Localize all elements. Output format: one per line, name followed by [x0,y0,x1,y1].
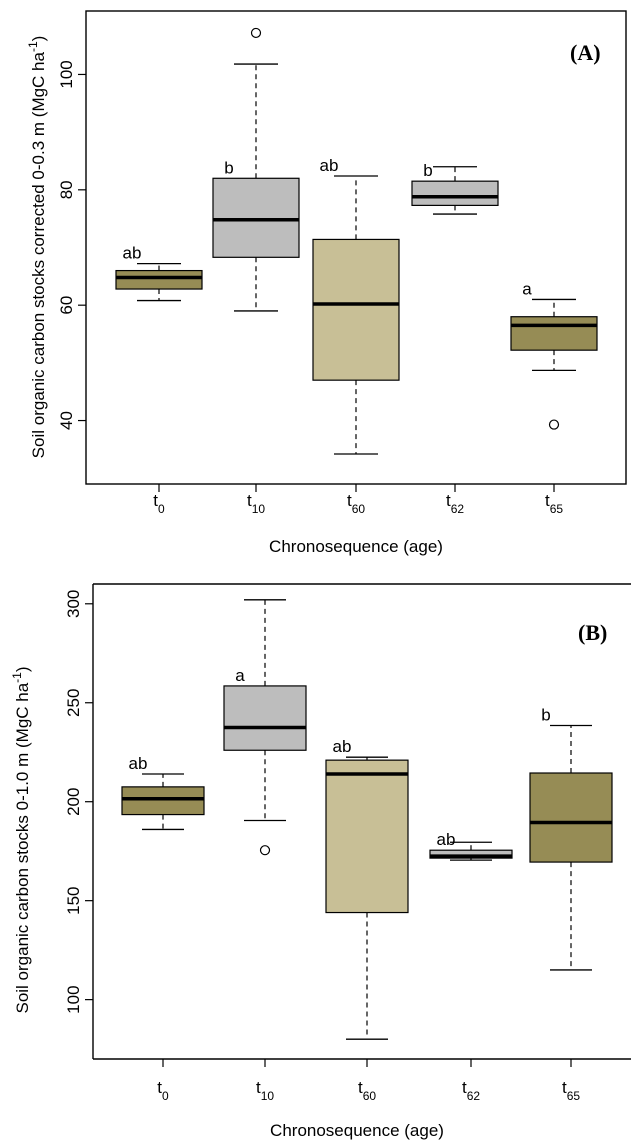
x-tick-label-b-1: t10 [256,1078,274,1103]
box-b-0: ab [121,754,205,831]
box-body-b-0 [121,786,205,816]
y-axis-a: 40 60 80 100 [57,60,86,430]
box-body-a-1 [212,177,300,258]
boxes-a: ab b ab b a [115,27,598,455]
boxes-b: ab a ab ab b [121,599,613,1040]
sig-letter-b-2: ab [333,737,352,756]
y-tick-label-b-2: 200 [64,788,83,816]
x-tick-label-a-3: t62 [446,491,464,516]
outlier-a-4-0 [548,419,560,430]
y-tick-label-a-0: 40 [57,411,76,430]
outlier-a-1-0 [250,27,262,39]
x-tick-label-main-a-0: t [153,491,158,510]
x-tick-label-main-b-2: t [358,1078,363,1097]
y-tick-label-a-3: 100 [57,60,76,88]
x-tick-label-sub-b-4: 65 [567,1089,581,1103]
box-a-2: ab [312,156,400,455]
box-body-b-3 [429,849,513,859]
y-tick-label-b-1: 150 [64,886,83,914]
panel-label-b: (B) [578,620,607,645]
box-a-3: b [411,161,499,215]
x-tick-label-sub-b-0: 0 [162,1089,169,1103]
x-tick-label-main-a-3: t [446,491,451,510]
x-tick-label-main-b-1: t [256,1078,261,1097]
x-tick-label-sub-b-2: 60 [363,1089,377,1103]
sig-letter-a-3: b [423,161,432,180]
box-b-1: a [223,599,307,856]
y-axis-title-a-sup: -1 [26,41,40,52]
x-tick-label-b-0: t0 [157,1078,169,1103]
box-body-a-4 [510,316,598,351]
y-axis-title-a-close: ) [29,36,48,42]
y-tick-label-b-4: 300 [64,590,83,618]
y-axis-title-a: Soil organic carbon stocks corrected 0-0… [26,36,48,459]
x-axis-b: t0 t10 t60 t62 t65 [157,1059,580,1103]
y-axis-title-b-main: Soil organic carbon stocks 0-1.0 m (MgC … [13,682,32,1013]
y-axis-b: 100 150 200 250 300 [64,590,93,1014]
sig-letter-b-0: ab [129,754,148,773]
x-tick-label-sub-a-1: 10 [252,502,266,516]
y-axis-title-b-sup: -1 [10,672,24,683]
sig-letter-b-4: b [541,706,550,725]
y-axis-title-a-main: Soil organic carbon stocks corrected 0-0… [29,51,48,458]
box-body-b-1 [223,685,307,751]
x-tick-label-sub-a-4: 65 [550,502,564,516]
x-tick-label-main-a-4: t [545,491,550,510]
x-tick-label-a-2: t60 [347,491,365,516]
sig-letter-b-1: a [235,666,245,685]
x-tick-label-b-3: t62 [462,1078,480,1103]
x-tick-label-b-2: t60 [358,1078,376,1103]
box-a-0: ab [115,244,203,302]
outlier-b-1-0 [259,845,271,856]
y-tick-label-a-1: 60 [57,296,76,315]
y-tick-label-a-2: 80 [57,180,76,199]
x-tick-label-a-1: t10 [247,491,265,516]
y-tick-label-b-0: 100 [64,985,83,1013]
y-axis-title-b-close: ) [13,666,32,672]
box-b-4: b [529,706,613,971]
x-tick-label-main-a-2: t [347,491,352,510]
x-tick-label-main-b-0: t [157,1078,162,1097]
x-axis-a: t0 t10 t60 t62 t65 [153,484,563,516]
x-axis-title-b: Chronosequence (age) [270,1121,444,1140]
box-body-b-2 [325,759,409,914]
sig-letter-b-3: ab [437,830,456,849]
y-tick-label-b-3: 250 [64,689,83,717]
x-tick-label-main-a-1: t [247,491,252,510]
x-tick-label-sub-a-2: 60 [352,502,366,516]
sig-letter-a-4: a [522,279,532,298]
box-body-a-3 [411,180,499,206]
sig-letter-a-2: ab [320,156,339,175]
x-axis-title-a: Chronosequence (age) [269,537,443,556]
x-tick-label-sub-a-0: 0 [158,502,165,516]
x-tick-label-sub-b-1: 10 [261,1089,275,1103]
x-tick-label-a-0: t0 [153,491,165,516]
panel-label-a: (A) [570,40,601,65]
sig-letter-a-1: b [224,158,233,177]
x-tick-label-main-b-4: t [562,1078,567,1097]
x-tick-label-sub-a-3: 62 [451,502,465,516]
box-a-1: b [212,27,300,312]
x-tick-label-b-4: t65 [562,1078,580,1103]
box-body-b-4 [529,772,613,863]
box-body-a-2 [312,238,400,381]
x-tick-label-main-b-3: t [462,1078,467,1097]
x-tick-label-sub-b-3: 62 [467,1089,481,1103]
box-b-2: ab [325,737,409,1040]
sig-letter-a-0: ab [123,244,142,263]
y-axis-title-b: Soil organic carbon stocks 0-1.0 m (MgC … [10,666,32,1013]
box-b-3: ab [429,830,513,861]
x-tick-label-a-4: t65 [545,491,563,516]
box-body-a-0 [115,269,203,290]
box-a-4: a [510,279,598,430]
